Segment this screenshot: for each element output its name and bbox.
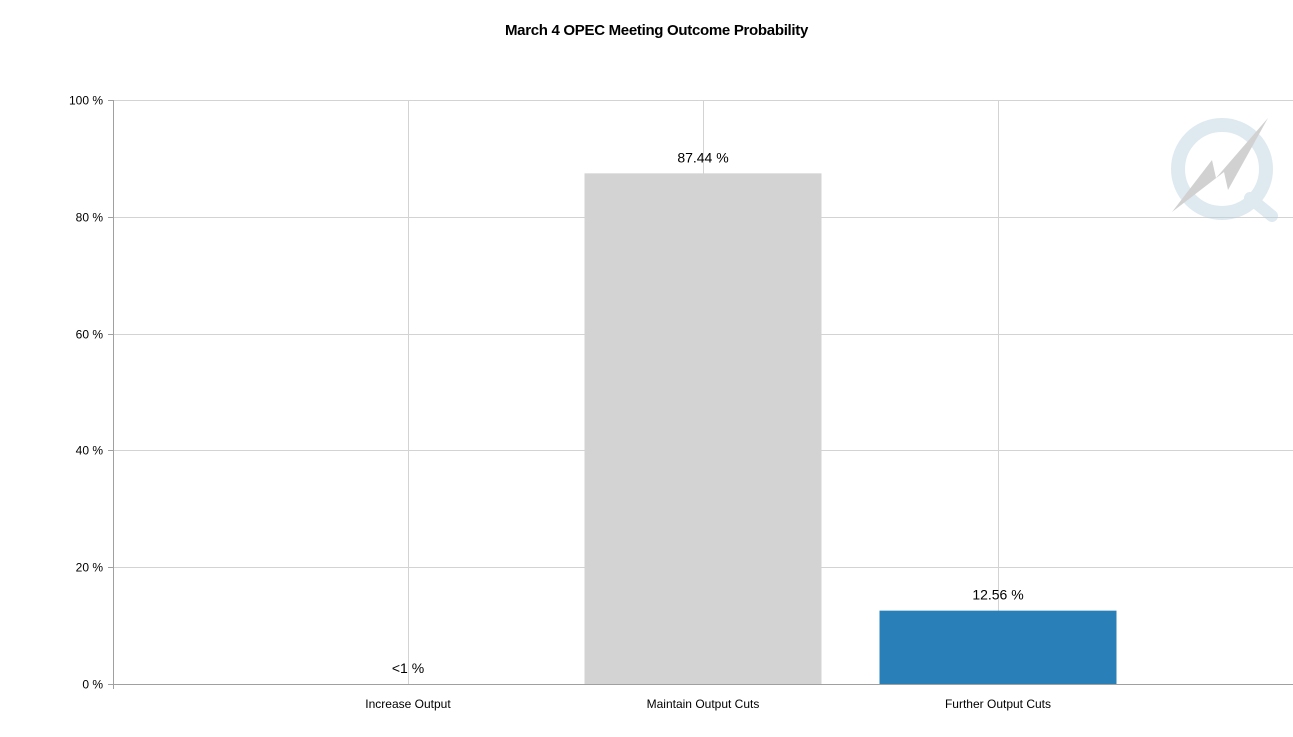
bar (879, 610, 1117, 684)
bar (584, 173, 822, 684)
y-tick-label: 80 % (76, 211, 104, 225)
y-tick-label: 40 % (76, 444, 104, 458)
bars (584, 173, 1117, 684)
data-label: 12.56 % (972, 587, 1023, 603)
y-tick-label: 100 % (69, 94, 103, 108)
x-tick-label: Increase Output (365, 697, 451, 711)
x-tick-label: Further Output Cuts (945, 697, 1051, 711)
data-label: <1 % (392, 660, 424, 676)
x-tick-label: Maintain Output Cuts (647, 697, 760, 711)
watermark-logo-icon (1171, 118, 1278, 222)
y-tick-label: 60 % (76, 328, 104, 342)
y-tick-label: 0 % (82, 678, 103, 692)
y-tick-label: 20 % (76, 561, 104, 575)
axes: 0 % 20 % 40 % 60 % 80 % 100 % (69, 94, 1293, 692)
data-label: 87.44 % (677, 149, 728, 165)
labels: <1 % Increase Output 87.44 % Maintain Outpu… (365, 149, 1051, 711)
chart-title: March 4 OPEC Meeting Outcome Probability (504, 22, 809, 39)
